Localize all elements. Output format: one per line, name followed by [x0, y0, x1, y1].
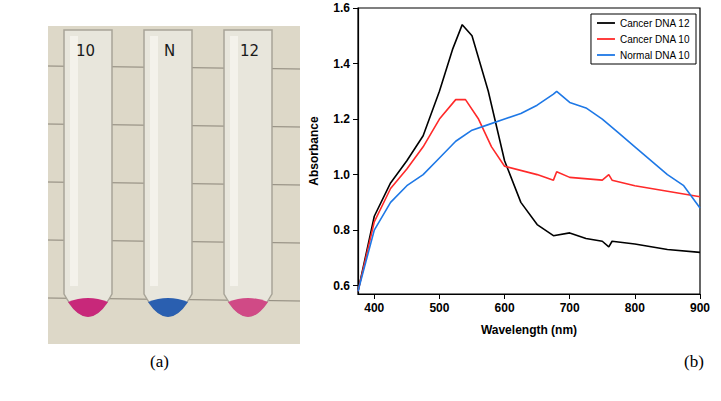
svg-text:0.6: 0.6 — [333, 279, 350, 293]
svg-text:Absorbance: Absorbance — [307, 116, 321, 186]
svg-text:900: 900 — [690, 301, 710, 315]
svg-text:Cancer DNA 12: Cancer DNA 12 — [620, 18, 690, 29]
svg-text:800: 800 — [625, 301, 645, 315]
svg-text:0.8: 0.8 — [333, 223, 350, 237]
svg-text:700: 700 — [560, 301, 580, 315]
svg-text:1.6: 1.6 — [333, 1, 350, 15]
svg-text:600: 600 — [495, 301, 515, 315]
svg-text:500: 500 — [429, 301, 449, 315]
svg-text:Wavelength (nm): Wavelength (nm) — [481, 323, 577, 337]
html-text:(b): (b) — [684, 352, 704, 371]
svg-text:1.4: 1.4 — [333, 57, 350, 71]
html-text:(a): (a) — [150, 352, 169, 371]
svg-text:1.0: 1.0 — [333, 168, 350, 182]
svg-text:12: 12 — [240, 42, 259, 60]
svg-text:N: N — [164, 42, 175, 60]
svg-text:1.2: 1.2 — [333, 112, 350, 126]
svg-text:Normal DNA 10: Normal DNA 10 — [620, 50, 690, 61]
svg-text:400: 400 — [364, 301, 384, 315]
svg-text:10: 10 — [76, 42, 95, 60]
svg-text:Cancer DNA 10: Cancer DNA 10 — [620, 34, 690, 45]
